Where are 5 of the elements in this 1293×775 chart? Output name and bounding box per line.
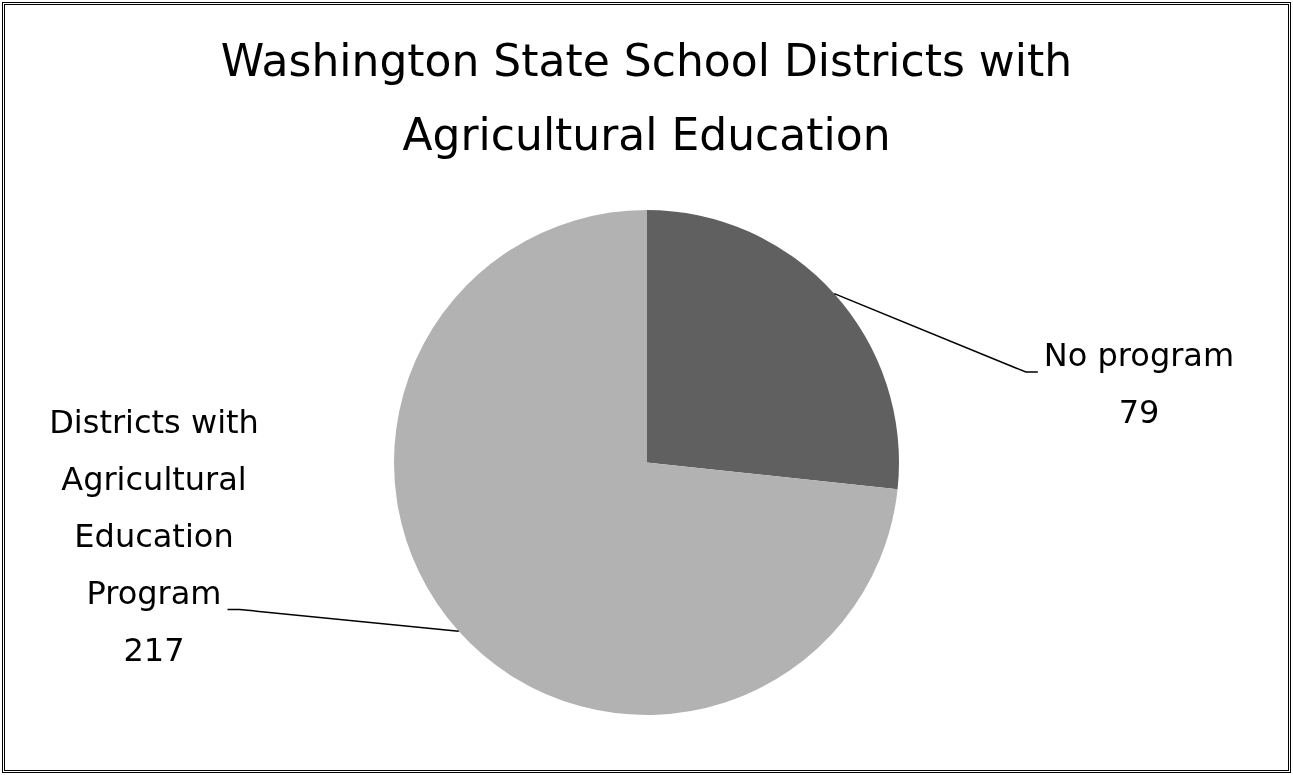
slice-label: Districts with Agricultural Education Program	[49, 402, 259, 612]
data-label: 217	[123, 630, 185, 669]
chart-title: Washington State School Districts with Agricultural Education	[220, 35, 1073, 161]
data-label: 79	[1118, 393, 1160, 432]
slice-label: No program	[1043, 336, 1235, 375]
